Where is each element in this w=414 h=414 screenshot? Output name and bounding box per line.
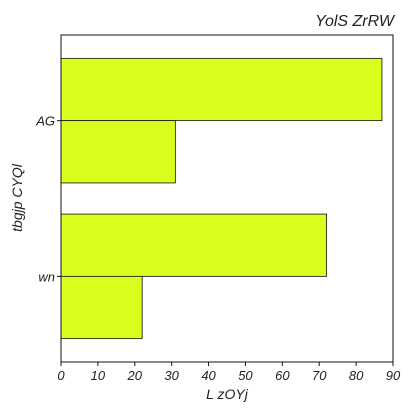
- bar-wn-2: [60, 275, 143, 340]
- x-tick-label: 10: [91, 368, 106, 383]
- bar-ag-2: [60, 120, 176, 184]
- x-tick-label: 0: [57, 368, 65, 383]
- x-axis-label: L zOYj: [206, 386, 249, 402]
- x-tick-label: 80: [349, 368, 364, 383]
- x-tick-label: 40: [201, 368, 216, 383]
- plot-frame: [60, 34, 394, 363]
- bar-wn-1: [60, 213, 328, 277]
- y-tick-label: wn: [38, 269, 55, 284]
- x-tick-label: 60: [275, 368, 290, 383]
- y-tick-label: AG: [35, 114, 55, 129]
- x-tick-label: 30: [164, 368, 179, 383]
- bars-group: [60, 57, 383, 340]
- chart-title: YolS ZrRW: [315, 13, 396, 30]
- x-tick-label: 70: [312, 368, 327, 383]
- x-tick-label: 50: [238, 368, 253, 383]
- y-axis-ticks: AG wn: [35, 114, 61, 284]
- x-axis-ticks: 0 10 20 30 40 50 60 70 80 90: [57, 362, 401, 383]
- y-axis-label: tbgjp CYQl: [9, 163, 25, 232]
- bar-ag-1: [60, 57, 383, 122]
- x-tick-label: 20: [127, 368, 143, 383]
- x-tick-label: 90: [386, 368, 401, 383]
